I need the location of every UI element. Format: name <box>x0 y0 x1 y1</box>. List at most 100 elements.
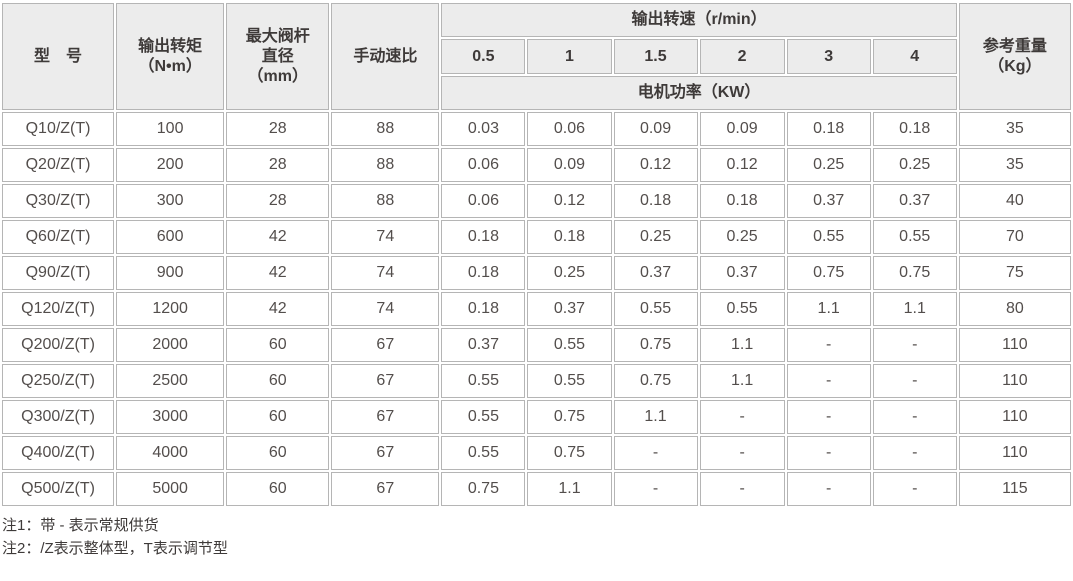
col-header-motor-power: 电机功率（KW） <box>441 76 957 110</box>
value-cell: 110 <box>958 436 1071 470</box>
value-cell: 115 <box>958 472 1071 506</box>
value-cell: 74 <box>331 220 440 254</box>
value-cell: 60 <box>226 472 330 506</box>
speed-col-0.5: 0.5 <box>441 39 526 74</box>
value-cell: - <box>872 364 957 398</box>
value-cell: 74 <box>331 256 440 290</box>
value-cell: 0.09 <box>613 112 698 146</box>
value-cell: 88 <box>331 112 440 146</box>
value-cell: 0.55 <box>441 400 526 434</box>
value-cell: - <box>872 400 957 434</box>
value-cell: 0.75 <box>527 400 612 434</box>
header-row-top: 型 号 输出转矩 （N•m） 最大阀杆 直径 （mm） 手动速比 输出转速（r/… <box>2 3 1071 110</box>
value-cell: 0.25 <box>872 148 957 182</box>
speed-col-1: 1 <box>527 39 612 74</box>
value-cell: 0.09 <box>527 148 612 182</box>
value-cell: 0.12 <box>613 148 698 182</box>
value-cell: 0.55 <box>441 436 526 470</box>
model-cell: Q20/Z(T) <box>2 148 115 182</box>
value-cell: 0.03 <box>441 112 526 146</box>
model-cell: Q400/Z(T) <box>2 436 115 470</box>
value-cell: - <box>699 400 785 434</box>
value-cell: 600 <box>116 220 225 254</box>
value-cell: 60 <box>226 364 330 398</box>
table-row: Q90/Z(T) 900 42 74 0.18 0.25 0.37 0.37 0.75 0.75 7… <box>2 256 1071 290</box>
model-cell: Q60/Z(T) <box>2 220 115 254</box>
col-header-weight: 参考重量 （Kg） <box>958 3 1071 110</box>
value-cell: 0.55 <box>613 292 698 326</box>
table-header: 型 号 输出转矩 （N•m） 最大阀杆 直径 （mm） 手动速比 输出转速（r/… <box>2 3 1071 110</box>
value-cell: 0.18 <box>699 184 785 218</box>
value-cell: 0.37 <box>613 256 698 290</box>
value-cell: 42 <box>226 220 330 254</box>
value-cell: 5000 <box>116 472 225 506</box>
value-cell: 60 <box>226 400 330 434</box>
value-cell: - <box>872 328 957 362</box>
value-cell: 0.18 <box>613 184 698 218</box>
value-cell: 0.75 <box>786 256 871 290</box>
value-cell: 1.1 <box>786 292 871 326</box>
col-header-manual-ratio: 手动速比 <box>331 3 440 110</box>
header-row-motor-power: 电机功率（KW） <box>2 76 1071 110</box>
value-cell: 3000 <box>116 400 225 434</box>
value-cell: 0.37 <box>527 292 612 326</box>
value-cell: 0.55 <box>786 220 871 254</box>
value-cell: 200 <box>116 148 225 182</box>
value-cell: 0.55 <box>699 292 785 326</box>
value-cell: 0.25 <box>613 220 698 254</box>
value-cell: 1.1 <box>527 472 612 506</box>
value-cell: 88 <box>331 184 440 218</box>
value-cell: 1.1 <box>872 292 957 326</box>
value-cell: 60 <box>226 436 330 470</box>
value-cell: 100 <box>116 112 225 146</box>
value-cell: 2500 <box>116 364 225 398</box>
value-cell: 1.1 <box>613 400 698 434</box>
value-cell: 35 <box>958 112 1071 146</box>
value-cell: 1.1 <box>699 328 785 362</box>
col-header-model: 型 号 <box>2 3 115 110</box>
table-row: Q200/Z(T) 2000 60 67 0.37 0.55 0.75 1.1- -110 <box>2 328 1071 362</box>
value-cell: 67 <box>331 328 440 362</box>
speed-col-3: 3 <box>786 39 871 74</box>
value-cell: 300 <box>116 184 225 218</box>
value-cell: 70 <box>958 220 1071 254</box>
table-row: Q20/Z(T) 200 28 88 0.06 0.09 0.12 0.12 0.25 0.25 3… <box>2 148 1071 182</box>
value-cell: 2000 <box>116 328 225 362</box>
value-cell: 0.55 <box>872 220 957 254</box>
value-cell: 0.18 <box>527 220 612 254</box>
value-cell: 4000 <box>116 436 225 470</box>
value-cell: 40 <box>958 184 1071 218</box>
note-line-1: 注1：带 - 表示常规供货 <box>2 517 159 534</box>
value-cell: - <box>872 436 957 470</box>
col-header-output-speed: 输出转速（r/min） <box>441 3 957 37</box>
footnotes: 注1：带 - 表示常规供货 注2：/Z表示整体型，T表示调节型 <box>2 514 1073 561</box>
value-cell: 1.1 <box>699 364 785 398</box>
value-cell: 67 <box>331 436 440 470</box>
speed-col-1.5: 1.5 <box>613 39 698 74</box>
value-cell: 0.09 <box>699 112 785 146</box>
value-cell: 0.06 <box>441 184 526 218</box>
value-cell: 0.37 <box>872 184 957 218</box>
value-cell: 80 <box>958 292 1071 326</box>
table-row: Q300/Z(T) 3000 60 67 0.55 0.75 1.1- - -110 <box>2 400 1071 434</box>
value-cell: - <box>613 472 698 506</box>
table-row: Q250/Z(T) 2500 60 67 0.55 0.55 0.75 1.1- -110 <box>2 364 1071 398</box>
table-row: Q120/Z(T) 1200 42 74 0.18 0.37 0.55 0.55 1.1 1.1 8… <box>2 292 1071 326</box>
value-cell: - <box>786 436 871 470</box>
value-cell: 0.06 <box>441 148 526 182</box>
value-cell: 28 <box>226 148 330 182</box>
value-cell: 0.37 <box>786 184 871 218</box>
value-cell: - <box>786 400 871 434</box>
value-cell: - <box>786 364 871 398</box>
value-cell: 0.06 <box>527 112 612 146</box>
model-cell: Q10/Z(T) <box>2 112 115 146</box>
value-cell: 35 <box>958 148 1071 182</box>
value-cell: 0.25 <box>699 220 785 254</box>
value-cell: 28 <box>226 184 330 218</box>
value-cell: 74 <box>331 292 440 326</box>
value-cell: 0.75 <box>613 328 698 362</box>
model-cell: Q30/Z(T) <box>2 184 115 218</box>
table-row: Q30/Z(T) 300 28 88 0.06 0.12 0.18 0.18 0.37 0.37 4… <box>2 184 1071 218</box>
value-cell: 0.18 <box>872 112 957 146</box>
header-row-speeds: 0.5 1 1.5 2 3 4 <box>2 39 1071 74</box>
